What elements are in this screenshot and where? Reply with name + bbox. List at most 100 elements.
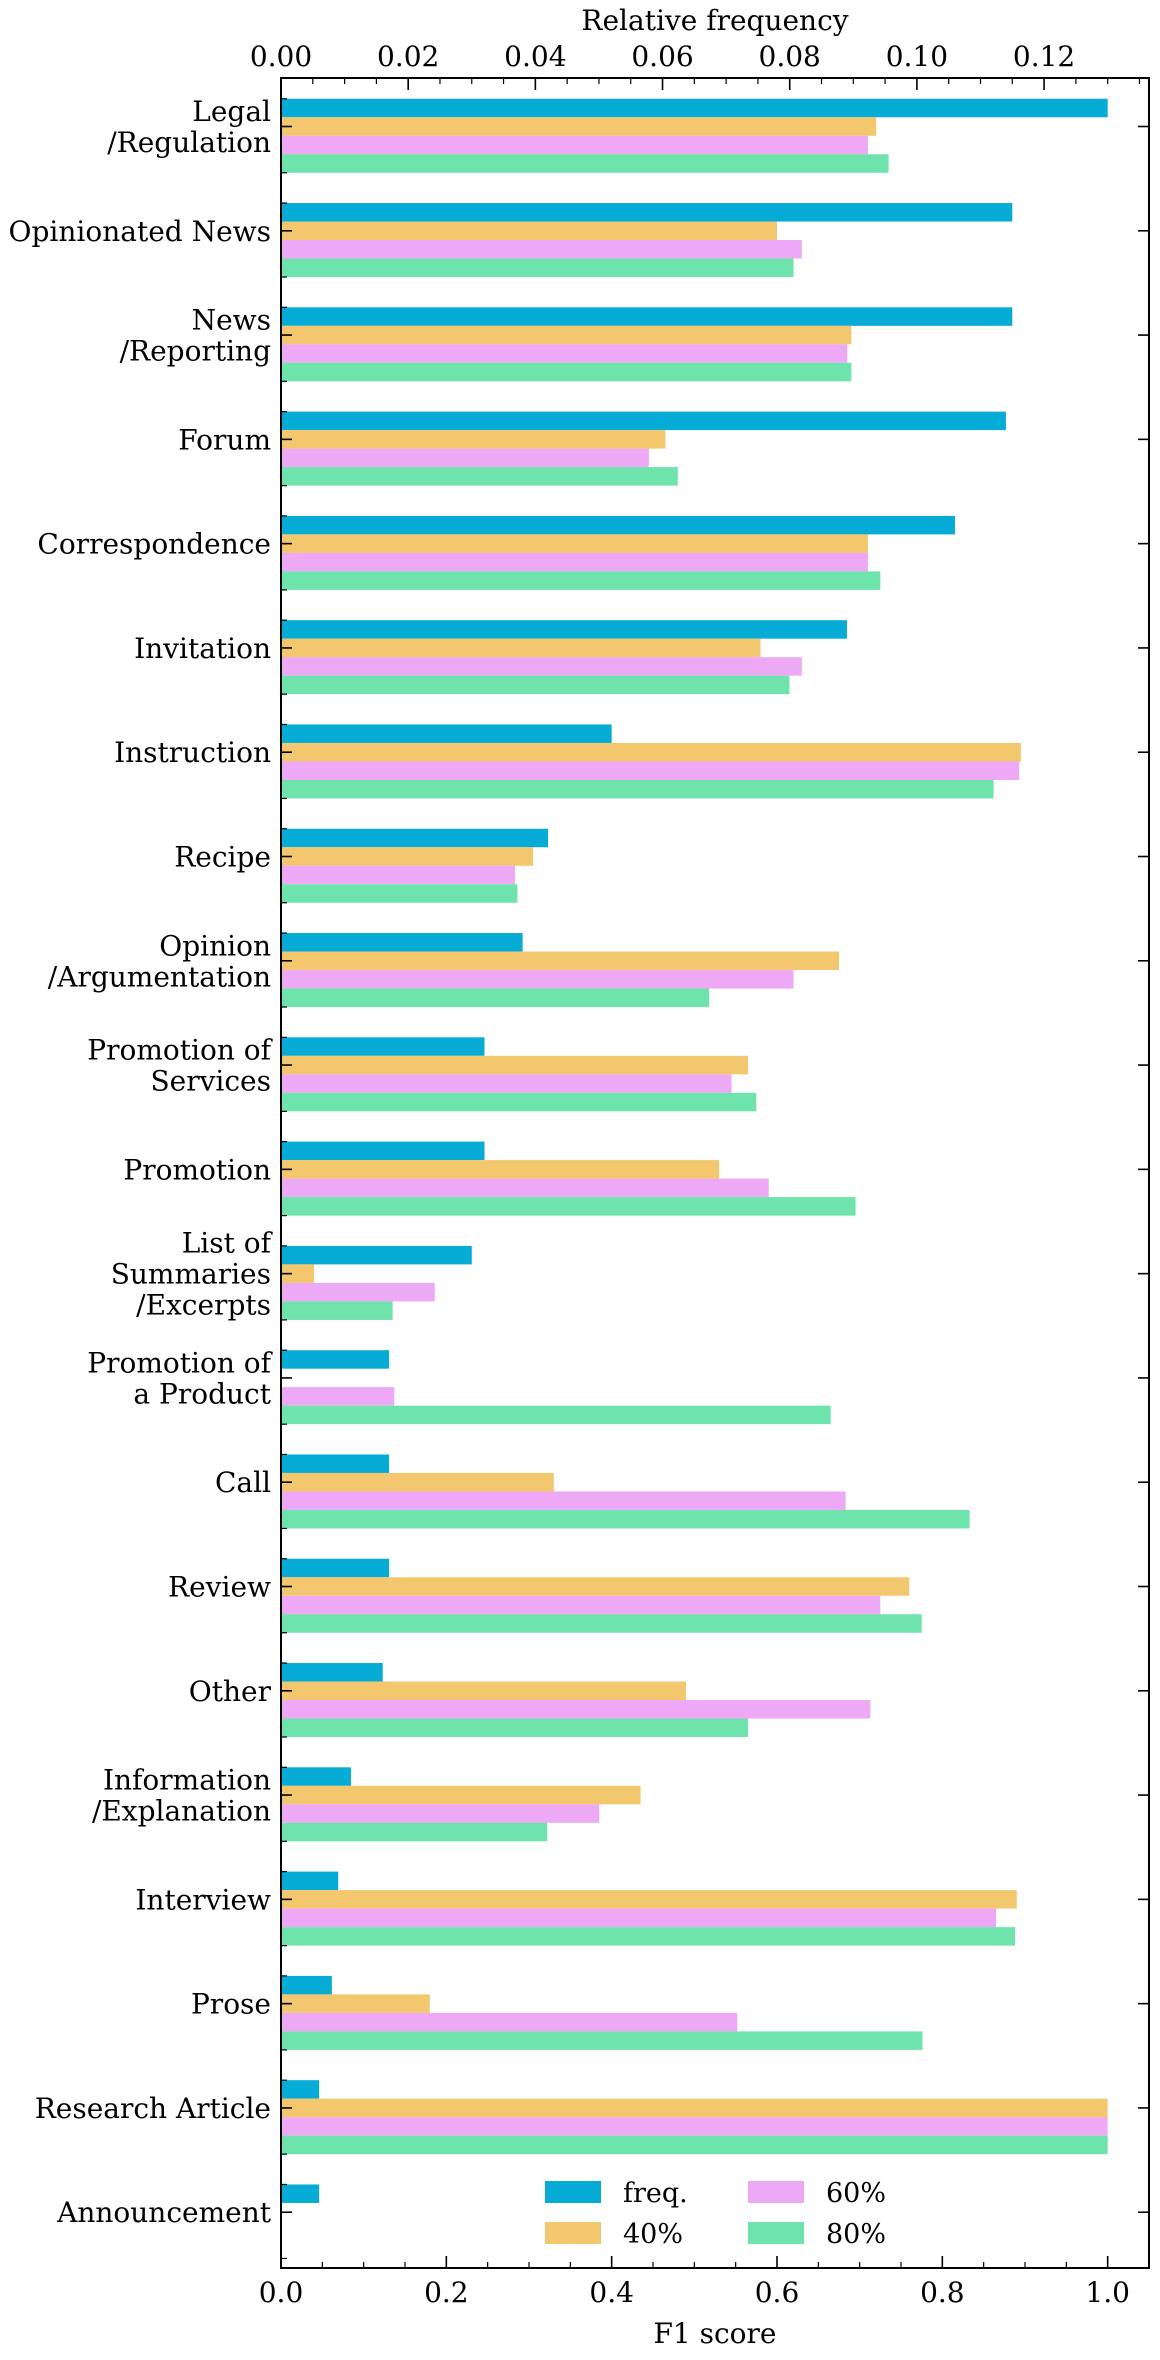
bar-40-11 bbox=[281, 1160, 720, 1179]
category-label-line: Call bbox=[215, 1466, 271, 1499]
x-bottom-tick-label: 0.2 bbox=[424, 2276, 469, 2309]
legend-label-40: 40% bbox=[623, 2219, 683, 2250]
bar-freq-15 bbox=[281, 1558, 390, 1578]
legend-swatch-freq bbox=[545, 2181, 601, 2203]
bar-80-2 bbox=[281, 258, 794, 278]
bar-freq-13 bbox=[281, 1350, 390, 1369]
bar-60-16 bbox=[281, 1700, 871, 1719]
category-label-6: Invitation bbox=[134, 632, 271, 665]
category-label-15: Review bbox=[168, 1571, 271, 1604]
category-label-line: Correspondence bbox=[37, 528, 271, 561]
category-label-line: Review bbox=[168, 1571, 271, 1604]
category-label-line: Prose bbox=[191, 1988, 271, 2021]
category-label-line: Interview bbox=[135, 1883, 271, 1916]
legend: freq. 60% 40% 80% bbox=[545, 2178, 886, 2250]
bar-40-20 bbox=[281, 2098, 1108, 2118]
category-label-18: Interview bbox=[135, 1883, 271, 1916]
bar-40-10 bbox=[281, 1055, 749, 1075]
bar-40-18 bbox=[281, 1890, 1017, 1909]
bar-freq-3 bbox=[281, 307, 1013, 326]
bar-60-1 bbox=[281, 135, 868, 155]
bars-layer bbox=[281, 98, 1108, 2203]
category-label-line: Announcement bbox=[56, 2196, 272, 2229]
bar-60-7 bbox=[281, 761, 1020, 780]
x-bottom-tick-label: 0.4 bbox=[589, 2276, 634, 2309]
bar-60-17 bbox=[281, 1804, 600, 1823]
bar-80-1 bbox=[281, 154, 889, 173]
category-label-line: Summaries bbox=[111, 1258, 271, 1291]
x-top-tick-label: 0.12 bbox=[1013, 40, 1075, 73]
x-top-tick-label: 0.10 bbox=[886, 40, 948, 73]
bar-80-19 bbox=[281, 2031, 923, 2050]
bar-freq-16 bbox=[281, 1663, 383, 1682]
bar-freq-17 bbox=[281, 1767, 351, 1786]
bar-80-10 bbox=[281, 1092, 757, 1112]
legend-label-80: 80% bbox=[826, 2219, 886, 2250]
category-label-line: Information bbox=[103, 1764, 271, 1797]
bar-40-9 bbox=[281, 951, 839, 971]
legend-swatch-80 bbox=[748, 2222, 804, 2244]
category-label-line: News bbox=[192, 304, 271, 337]
category-label-line: /Regulation bbox=[107, 126, 271, 159]
x-bottom-tick-label: 0.8 bbox=[920, 2276, 965, 2309]
bar-freq-21 bbox=[281, 2184, 320, 2203]
bar-60-13 bbox=[281, 1387, 395, 1406]
category-label-line: Opinion bbox=[159, 929, 271, 962]
x-top-tick-label: 0.02 bbox=[377, 40, 439, 73]
bar-freq-11 bbox=[281, 1141, 485, 1161]
bar-80-6 bbox=[281, 675, 790, 695]
category-label-line: Services bbox=[150, 1065, 271, 1098]
category-label-line: Forum bbox=[178, 423, 271, 456]
bar-40-12 bbox=[281, 1264, 315, 1283]
category-label-line: a Product bbox=[133, 1377, 271, 1410]
category-label-3: News/Reporting bbox=[120, 304, 271, 368]
x-bottom-tick-label: 0.0 bbox=[259, 2276, 304, 2309]
category-label-14: Call bbox=[215, 1466, 271, 1499]
bar-freq-9 bbox=[281, 933, 523, 952]
bar-freq-7 bbox=[281, 724, 612, 743]
bar-80-8 bbox=[281, 884, 518, 903]
top-axis-title: Relative frequency bbox=[581, 4, 848, 37]
category-label-1: Legal/Regulation bbox=[107, 95, 271, 159]
bar-80-7 bbox=[281, 779, 994, 799]
bar-80-18 bbox=[281, 1927, 1016, 1946]
bar-60-18 bbox=[281, 1908, 997, 1928]
bar-80-12 bbox=[281, 1301, 393, 1320]
bar-60-15 bbox=[281, 1595, 881, 1615]
x-top-tick-label: 0.06 bbox=[631, 40, 693, 73]
legend-label-60: 60% bbox=[826, 2178, 886, 2209]
bar-40-8 bbox=[281, 847, 534, 866]
bar-80-5 bbox=[281, 571, 881, 590]
bar-freq-14 bbox=[281, 1454, 390, 1473]
category-label-line: /Excerpts bbox=[136, 1289, 271, 1322]
legend-label-freq: freq. bbox=[623, 2178, 688, 2209]
category-label-4: Forum bbox=[178, 423, 271, 456]
bar-40-19 bbox=[281, 1994, 430, 2013]
bar-60-19 bbox=[281, 2012, 738, 2032]
category-label-12: List of Summaries/Excerpts bbox=[111, 1227, 274, 1322]
category-label-line: /Argumentation bbox=[48, 960, 271, 993]
bar-60-4 bbox=[281, 448, 649, 468]
bar-60-10 bbox=[281, 1074, 732, 1093]
bar-40-15 bbox=[281, 1577, 910, 1596]
x-bottom-tick-label: 0.6 bbox=[755, 2276, 800, 2309]
bar-freq-8 bbox=[281, 828, 549, 848]
bar-40-1 bbox=[281, 117, 877, 136]
bar-freq-4 bbox=[281, 411, 1006, 431]
bar-80-11 bbox=[281, 1197, 856, 1216]
bar-freq-10 bbox=[281, 1037, 485, 1056]
bar-40-5 bbox=[281, 534, 868, 553]
category-label-9: Opinion/Argumentation bbox=[48, 929, 271, 993]
category-label-line: Instruction bbox=[114, 736, 271, 769]
bar-80-4 bbox=[281, 467, 678, 486]
category-label-line: Research Article bbox=[35, 2092, 271, 2125]
category-label-16: Other bbox=[189, 1675, 272, 1708]
category-label-8: Recipe bbox=[174, 841, 271, 874]
category-label-19: Prose bbox=[191, 1988, 271, 2021]
category-label-13: Promotion of a Product bbox=[87, 1346, 273, 1410]
bar-freq-6 bbox=[281, 620, 847, 639]
labels-layer: Legal/Regulation Opinionated News News/Rep… bbox=[9, 40, 1130, 2309]
category-label-line: Invitation bbox=[134, 632, 271, 665]
bar-freq-5 bbox=[281, 515, 956, 535]
bar-60-11 bbox=[281, 1178, 769, 1198]
